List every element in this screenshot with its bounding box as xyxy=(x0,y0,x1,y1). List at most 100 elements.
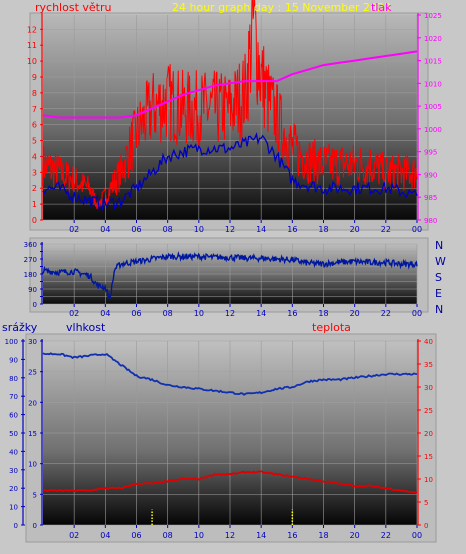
y-left-tick-label: 2 xyxy=(32,184,37,193)
x-tick-label: 04 xyxy=(100,309,110,318)
humidity-series xyxy=(42,352,418,396)
y-left-tick-label: 6 xyxy=(32,121,37,130)
wind-direction-series xyxy=(42,251,418,300)
wind-pressure-panel: 02 04 06 08 10 12 14 16 18 20 22 000123456789101112… xyxy=(27,0,442,234)
y-left-tick-label: 0 xyxy=(32,216,37,225)
y-rain-tick-label: 10 xyxy=(9,504,18,512)
y-right-tick-label: 1025 xyxy=(424,12,442,20)
pressure-series xyxy=(42,50,418,119)
y-right-tick-label: 985 xyxy=(424,194,437,202)
x-tick-label: 04 xyxy=(100,225,110,234)
humidity-label: vlhkost xyxy=(66,321,106,334)
rain-humidity-temperature-panel: 02 04 06 08 10 12 14 16 18 20 22 000510152025300102… xyxy=(5,333,437,543)
wind-average-series xyxy=(42,132,418,212)
y-temperature-tick-label: 30 xyxy=(424,384,433,392)
y-left-tick-label: 1 xyxy=(32,200,37,209)
x-tick-label: 22 xyxy=(381,309,391,318)
x-tick-label: 18 xyxy=(318,309,328,318)
compass-label-w: W xyxy=(435,255,446,268)
y-rain-tick-label: 80 xyxy=(9,375,18,383)
x-tick-label: 00 xyxy=(412,309,422,318)
y-right-tick-label: 1010 xyxy=(424,80,442,88)
y-temperature-tick-label: 25 xyxy=(424,407,433,415)
y-left-tick-label: 11 xyxy=(27,41,37,50)
x-tick-label: 20 xyxy=(350,309,360,318)
x-tick-label: 18 xyxy=(318,225,328,234)
y-right-tick-label: 995 xyxy=(424,149,437,157)
temperature-label: teplota xyxy=(312,321,351,334)
y-temperature-tick-label: 35 xyxy=(424,361,433,369)
y-rain-tick-label: 60 xyxy=(9,412,18,420)
x-tick-label: 10 xyxy=(194,309,204,318)
y-temperature-tick-label: 20 xyxy=(424,430,433,438)
x-tick-label: 22 xyxy=(381,225,391,234)
y-left-tick-label: 10 xyxy=(27,57,37,66)
x-tick-label: 06 xyxy=(131,225,141,234)
y-right-tick-label: 1000 xyxy=(424,126,442,134)
x-tick-label: 08 xyxy=(163,225,173,234)
x-tick-label: 06 xyxy=(131,309,141,318)
rain-label: srážky xyxy=(2,321,38,334)
x-tick-label: 02 xyxy=(69,225,79,234)
y-temperature-tick-label: 5 xyxy=(424,499,428,507)
y-rain-tick-label: 30 xyxy=(9,467,18,475)
y-left-tick-label: 90 xyxy=(28,286,37,294)
x-tick-label: 12 xyxy=(225,225,235,234)
y-rain-tick-label: 70 xyxy=(9,393,18,401)
y-left-tick-label: 360 xyxy=(24,241,37,249)
y-left-tick-label: 9 xyxy=(32,73,37,82)
y-rain-tick-label: 20 xyxy=(9,485,18,493)
y-left-tick-label: 12 xyxy=(27,25,37,34)
y-humidity-tick-label: 20 xyxy=(28,399,37,407)
x-tick-label: 16 xyxy=(287,225,297,234)
compass-label-n-top: N xyxy=(435,239,443,252)
y-humidity-tick-label: 25 xyxy=(28,369,37,377)
pressure-label: tlak xyxy=(371,1,392,14)
compass-label-s: S xyxy=(435,271,442,284)
x-tick-label: 14 xyxy=(256,225,266,234)
y-right-tick-label: 990 xyxy=(424,171,437,179)
y-temperature-tick-label: 15 xyxy=(424,453,433,461)
y-right-tick-label: 980 xyxy=(424,217,437,225)
x-tick-label: 00 xyxy=(412,225,422,234)
y-temperature-tick-label: 40 xyxy=(424,338,433,346)
x-tick-label: 04 xyxy=(100,531,110,540)
wind-speed-label: rychlost větru xyxy=(35,1,111,14)
x-tick-label: 22 xyxy=(381,531,391,540)
y-right-tick-label: 1020 xyxy=(424,35,442,43)
y-left-tick-label: 8 xyxy=(32,89,37,98)
y-left-tick-label: 3 xyxy=(32,168,37,177)
x-tick-label: 02 xyxy=(69,531,79,540)
x-tick-label: 06 xyxy=(131,531,141,540)
y-rain-tick-label: 0 xyxy=(14,522,18,530)
wind-speed-series xyxy=(42,0,418,210)
y-humidity-tick-label: 5 xyxy=(33,491,37,499)
y-left-tick-label: 270 xyxy=(24,256,37,264)
x-tick-label: 18 xyxy=(318,531,328,540)
y-humidity-tick-label: 0 xyxy=(33,522,37,530)
x-tick-label: 12 xyxy=(225,309,235,318)
y-left-tick-label: 7 xyxy=(32,105,37,114)
y-left-tick-label: 5 xyxy=(32,137,37,146)
y-rain-tick-label: 100 xyxy=(5,338,18,346)
compass-label-e: E xyxy=(435,287,442,300)
x-tick-label: 14 xyxy=(256,531,266,540)
x-tick-label: 08 xyxy=(163,309,173,318)
chart-title: 24 hour graph day : 15 November 2023 xyxy=(172,1,391,14)
y-rain-tick-label: 40 xyxy=(9,448,18,456)
x-tick-label: 10 xyxy=(194,225,204,234)
y-temperature-tick-label: 10 xyxy=(424,476,433,484)
x-tick-label: 10 xyxy=(194,531,204,540)
x-tick-label: 00 xyxy=(412,531,422,540)
x-tick-label: 12 xyxy=(225,531,235,540)
y-humidity-tick-label: 10 xyxy=(28,461,37,469)
y-left-tick-label: 180 xyxy=(24,271,37,279)
y-right-tick-label: 1005 xyxy=(424,103,442,111)
x-tick-label: 14 xyxy=(256,309,266,318)
y-temperature-tick-label: 0 xyxy=(424,522,428,530)
x-tick-label: 20 xyxy=(350,531,360,540)
temperature-series xyxy=(42,470,418,494)
compass-label-n-bottom: N xyxy=(435,303,443,316)
y-right-tick-label: 1015 xyxy=(424,58,442,66)
